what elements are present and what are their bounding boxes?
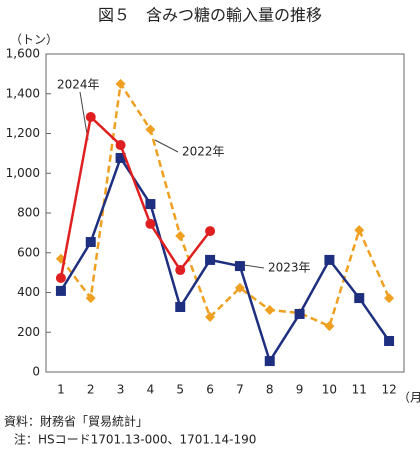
x-tick-label: 3: [117, 383, 125, 397]
point: [55, 272, 66, 283]
point: [205, 226, 216, 237]
point: [234, 261, 245, 272]
y-tick-label: 200: [17, 325, 40, 339]
leader-line: [79, 91, 89, 141]
y-tick-label: 1,200: [6, 126, 40, 140]
x-tick-label: 9: [296, 383, 304, 397]
point: [384, 335, 395, 346]
point: [234, 282, 245, 293]
x-tick-label: 7: [236, 383, 244, 397]
x-tick-label: 10: [322, 383, 337, 397]
x-tick-label: 12: [381, 383, 396, 397]
y-tick-label: 1,600: [6, 47, 40, 61]
point: [115, 140, 126, 151]
x-tick-label: 8: [266, 383, 274, 397]
x-tick-label: 6: [206, 383, 214, 397]
point: [294, 308, 305, 319]
source: 資料：財務省「貿易統計」: [4, 414, 148, 429]
series-line: [59, 155, 391, 365]
point: [175, 265, 186, 276]
point: [205, 311, 216, 322]
y-tick-label: 400: [17, 285, 40, 299]
point: [115, 152, 126, 163]
point: [175, 302, 186, 313]
y-tick-label: 1,400: [6, 86, 40, 100]
point: [145, 124, 156, 135]
point: [354, 293, 365, 304]
plot-frame: [45, 53, 405, 373]
x-tick-label: 11: [352, 383, 367, 397]
point: [115, 78, 126, 89]
point: [264, 304, 275, 315]
x-tick-label: 1: [57, 383, 65, 397]
point: [145, 218, 156, 229]
point: [85, 112, 96, 123]
x-unit: （月）: [398, 391, 420, 405]
point: [384, 293, 395, 304]
point: [324, 321, 335, 332]
series-label: 2022年: [182, 145, 225, 159]
leader-line: [154, 139, 179, 153]
y-tick-label: 800: [17, 206, 40, 220]
chart-title: 図５ 含みつ糖の輸入量の推移: [98, 6, 322, 25]
point: [354, 225, 365, 236]
series-line: [59, 80, 391, 328]
x-tick-label: 5: [176, 383, 184, 397]
series-label: 2024年: [57, 78, 100, 92]
point: [264, 356, 275, 367]
point: [145, 199, 156, 210]
y-tick-label: 600: [17, 245, 40, 259]
point: [175, 230, 186, 241]
point: [205, 254, 216, 265]
point: [55, 285, 66, 296]
x-tick-label: 2: [87, 383, 95, 397]
x-tick-label: 4: [147, 383, 155, 397]
y-tick-label: 1,000: [6, 166, 40, 180]
note: 注：HSコード1701.13-000、1701.14-190: [14, 432, 256, 447]
series-label: 2023年: [268, 261, 311, 275]
point: [85, 237, 96, 248]
leader-line: [243, 264, 265, 269]
point: [85, 293, 96, 304]
point: [324, 254, 335, 265]
y-unit: （トン）: [10, 33, 58, 47]
series-line: [59, 114, 212, 279]
y-tick-label: 0: [32, 365, 40, 379]
